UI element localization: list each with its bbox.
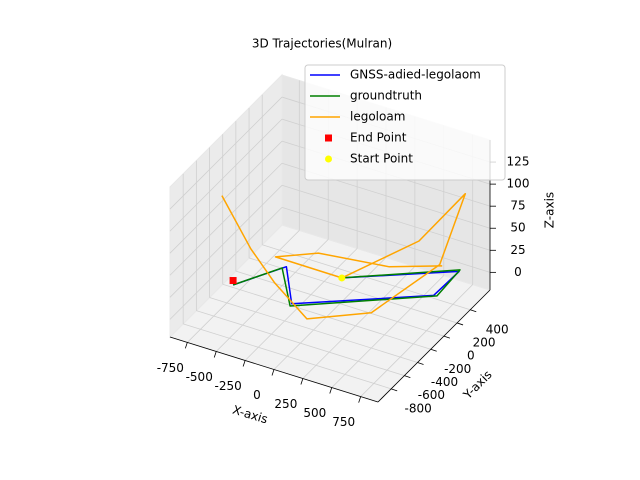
tick-mark <box>300 378 304 385</box>
y-axis-line <box>377 289 491 403</box>
y-tick-label: -800 <box>405 401 432 415</box>
trajectory <box>232 267 461 307</box>
grid-line <box>244 248 358 361</box>
grid-line <box>215 239 329 352</box>
z-tick-label: 125 <box>507 155 530 169</box>
tick-mark <box>391 388 398 392</box>
y-tick-label: 400 <box>486 322 509 336</box>
tick-mark <box>271 369 275 376</box>
tick-mark <box>242 360 246 367</box>
grid-line <box>169 96 283 210</box>
legend-label: legoloam <box>350 110 405 124</box>
x-tick-label: 500 <box>303 406 326 420</box>
y-tick-label: -200 <box>444 362 471 376</box>
tick-mark <box>329 387 333 394</box>
y-tick-label: 0 <box>467 349 475 363</box>
legend-box <box>304 64 506 181</box>
legend-label: GNSS-adied-legolaom <box>350 68 481 82</box>
plot-area <box>221 192 467 320</box>
x-axis-label: X-axis <box>231 403 270 427</box>
tick-mark <box>417 362 424 365</box>
tick-mark <box>443 335 451 339</box>
grid-line <box>169 185 283 298</box>
x-tick-label: -750 <box>157 361 184 375</box>
trajectory <box>221 192 467 320</box>
grid-line <box>248 257 458 324</box>
grid-line <box>183 323 392 390</box>
grid-line <box>169 118 283 232</box>
grid-line <box>331 275 445 388</box>
y-tick-label: 200 <box>473 335 496 349</box>
tick-mark <box>358 396 362 403</box>
grid-line <box>235 270 445 337</box>
y-tick-label: -400 <box>431 375 458 389</box>
grid-line <box>281 184 491 251</box>
z-tick-label: 0 <box>514 265 522 279</box>
legend-marker <box>325 155 332 163</box>
grid-line <box>169 162 283 276</box>
z-tick-label: 75 <box>510 199 525 213</box>
chart-title: 3D Trajectories(Mulran) <box>252 37 392 51</box>
grid-line <box>281 206 491 273</box>
point <box>229 277 237 285</box>
legend: GNSS-adied-legolaom groundtruth legoloam En… <box>304 64 506 181</box>
tick-mark <box>213 351 217 358</box>
tick-mark <box>470 309 477 313</box>
legend-label: Start Point <box>350 152 413 166</box>
tick-mark <box>456 322 464 326</box>
legend-label: End Point <box>350 131 407 145</box>
point <box>338 274 346 282</box>
grid-line <box>196 310 405 377</box>
grid-line <box>302 266 416 379</box>
x-tick-label: -250 <box>214 379 241 393</box>
z-tick-label: 50 <box>510 221 525 235</box>
grid-line <box>209 297 418 363</box>
z-tick-label: 25 <box>510 243 525 257</box>
y-tick-label: -600 <box>418 388 445 402</box>
x-tick-label: 250 <box>274 397 297 411</box>
x-tick-label: -500 <box>186 370 213 384</box>
z-axis-label: Z-axis <box>543 192 557 228</box>
tick-mark <box>184 342 188 349</box>
legend-marker <box>325 134 332 142</box>
grid-line <box>169 140 283 254</box>
legend-label: groundtruth <box>350 89 422 103</box>
tick-mark <box>404 375 411 379</box>
grid-line <box>169 207 283 320</box>
x-tick-label: 750 <box>332 415 355 429</box>
grid-line <box>187 230 300 343</box>
tick-mark <box>430 348 437 352</box>
grid-line <box>360 284 473 397</box>
axes: -750-500-2500250500750-800-600-400-20002… <box>157 140 530 429</box>
x-tick-label: 0 <box>253 388 261 402</box>
z-tick-label: 100 <box>507 177 530 191</box>
